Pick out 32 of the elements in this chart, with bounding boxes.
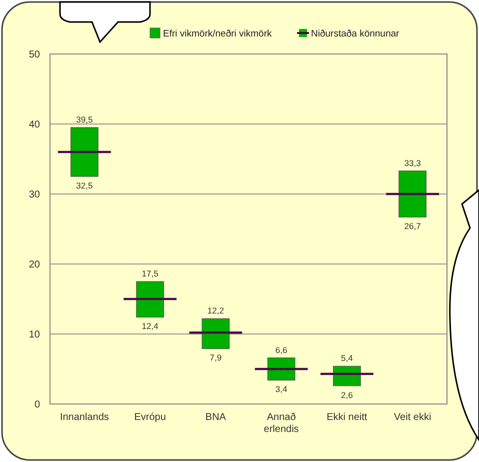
y-tick-label: 40 <box>28 120 40 130</box>
bar <box>398 170 426 218</box>
annotation: 32,5 <box>76 180 93 190</box>
x-tick-label: Veit ekki <box>394 412 432 423</box>
bar <box>267 358 296 380</box>
y-tick-label: 30 <box>28 190 40 200</box>
legend-label: Efri vikmörk/neðri vikmörk <box>163 28 272 40</box>
x-tick-label: BNA <box>205 412 226 423</box>
annotation: 7,9 <box>210 352 222 363</box>
annotation: 39,5 <box>76 114 93 124</box>
bar <box>332 366 361 386</box>
annotation: 12,2 <box>207 306 224 316</box>
y-tick-label: 20 <box>28 260 40 270</box>
y-tick-label: 50 <box>28 50 40 60</box>
bar <box>136 281 164 318</box>
annotation: 12,4 <box>142 321 159 332</box>
annotation: 17,5 <box>142 268 159 278</box>
y-tick-label: 0 <box>34 400 40 410</box>
y-tick-label: 10 <box>28 330 40 340</box>
x-tick-label: Ekki neitt <box>326 412 368 423</box>
bar <box>70 127 98 177</box>
bar <box>202 318 230 349</box>
annotation: 26,7 <box>404 221 422 232</box>
annotation: 3,4 <box>275 384 288 394</box>
annotation: 5,4 <box>341 353 354 364</box>
x-tick-label: Annað erlendis <box>264 412 299 435</box>
annotation: 33,3 <box>404 158 422 168</box>
x-tick-label: Evrópu <box>134 412 166 423</box>
x-tick-label: Innanlands <box>60 412 109 423</box>
legend-label: Niðurstaða könnunar <box>311 28 400 40</box>
annotation: 6,6 <box>275 344 288 355</box>
annotation: 2,6 <box>341 390 354 400</box>
